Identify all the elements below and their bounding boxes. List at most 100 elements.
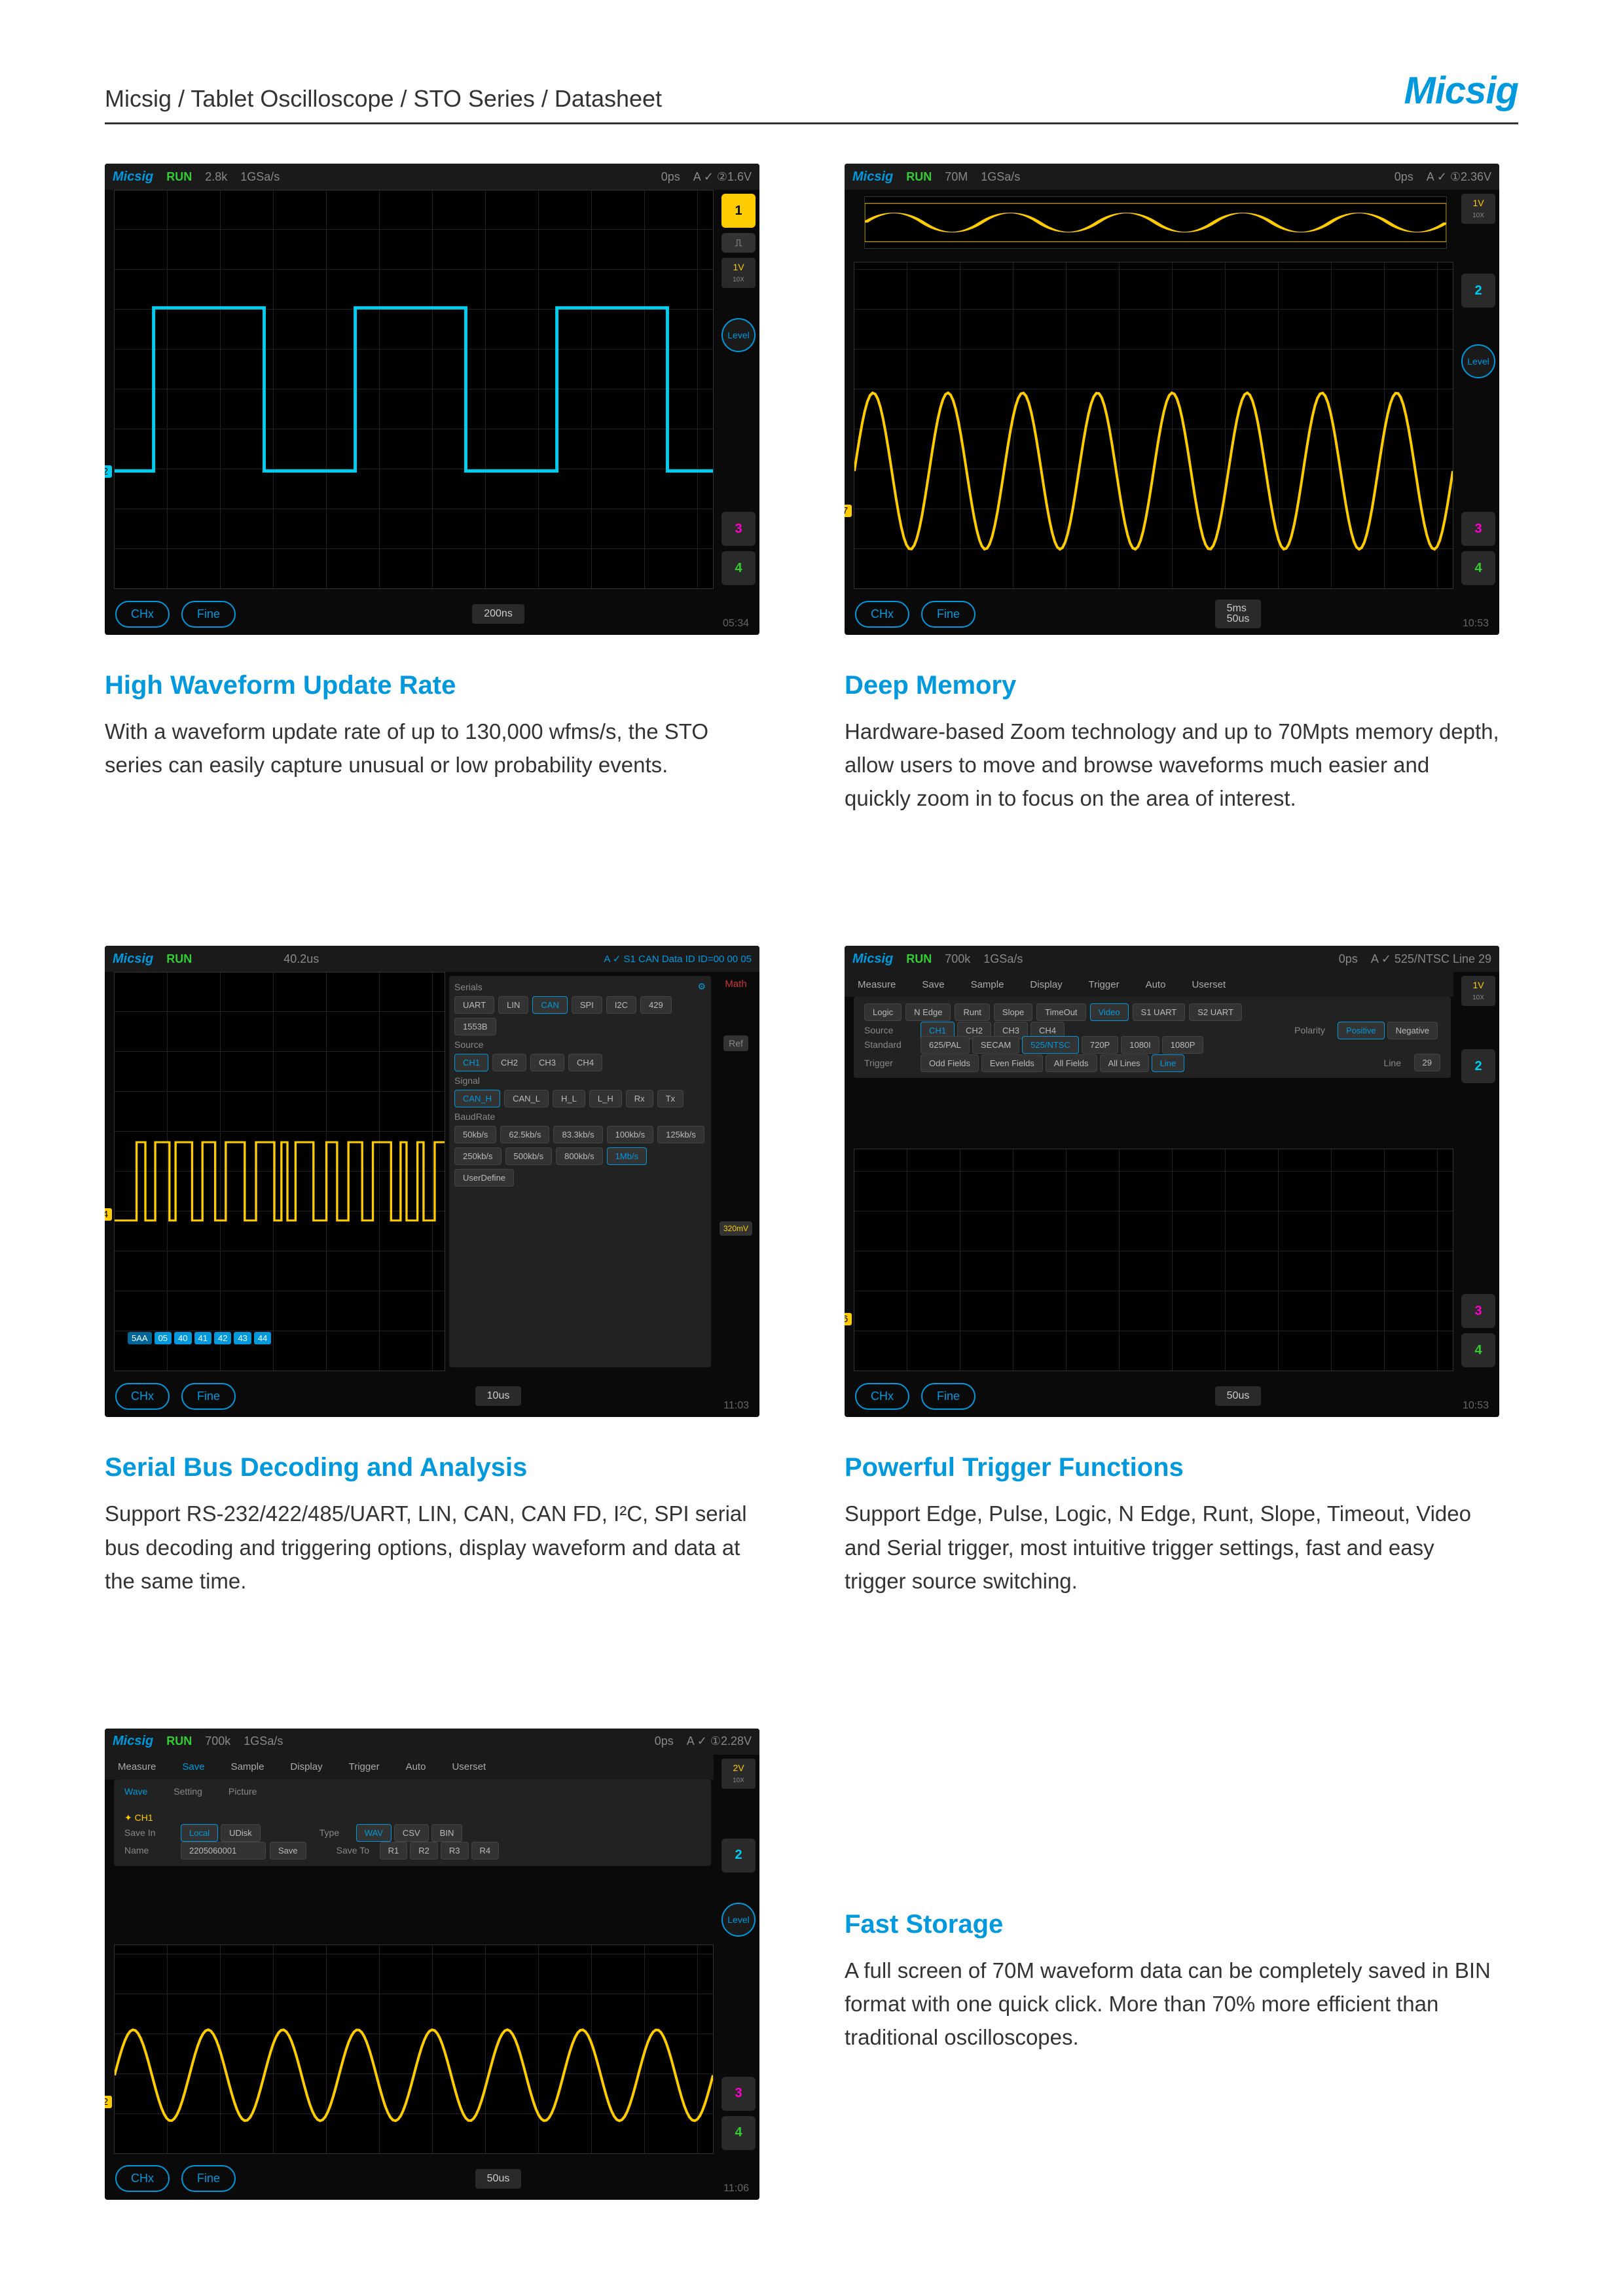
tab-sample[interactable]: Sample <box>231 1761 264 1772</box>
option-bin[interactable]: BIN <box>431 1824 463 1842</box>
subtab-picture[interactable]: Picture <box>228 1786 257 1797</box>
ch4-button[interactable]: 4 <box>1461 551 1495 585</box>
name-value[interactable]: 2205060001 <box>181 1842 266 1859</box>
option-line[interactable]: Line <box>1152 1054 1185 1072</box>
tab-save[interactable]: Save <box>922 979 944 990</box>
math-label[interactable]: Math <box>725 978 746 990</box>
option-r3[interactable]: R3 <box>441 1842 469 1859</box>
option-525-ntsc[interactable]: 525/NTSC <box>1022 1036 1079 1054</box>
option-all-fields[interactable]: All Fields <box>1046 1054 1097 1072</box>
option-r2[interactable]: R2 <box>410 1842 438 1859</box>
option-tx[interactable]: Tx <box>657 1090 684 1107</box>
option-800kb-s[interactable]: 800kb/s <box>556 1147 603 1165</box>
ch2-button[interactable]: 2 <box>721 1839 756 1873</box>
ref-label[interactable]: Ref <box>723 1035 748 1051</box>
option-100kb-s[interactable]: 100kb/s <box>607 1126 654 1143</box>
subtab-setting[interactable]: Setting <box>173 1786 202 1797</box>
option-lin[interactable]: LIN <box>498 996 528 1014</box>
tab-measure[interactable]: Measure <box>858 979 896 990</box>
tab-auto[interactable]: Auto <box>406 1761 426 1772</box>
option-runt[interactable]: Runt <box>955 1003 989 1021</box>
option-r1[interactable]: R1 <box>380 1842 408 1859</box>
timebase-label[interactable]: 10us <box>475 1386 522 1406</box>
fine-button[interactable]: Fine <box>921 601 976 628</box>
timebase-label[interactable]: 200ns <box>472 604 524 624</box>
option-h-l[interactable]: H_L <box>553 1090 585 1107</box>
ch3-button[interactable]: 3 <box>1461 1294 1495 1328</box>
option-62-5kb-s[interactable]: 62.5kb/s <box>500 1126 549 1143</box>
chx-button[interactable]: CHx <box>855 601 909 628</box>
tab-display[interactable]: Display <box>1030 979 1062 990</box>
option-s2-uart[interactable]: S2 UART <box>1189 1003 1242 1021</box>
ch2-button[interactable]: 2 <box>1461 274 1495 308</box>
chx-button[interactable]: CHx <box>115 1383 170 1410</box>
option-ch3[interactable]: CH3 <box>530 1054 564 1071</box>
option-ch4[interactable]: CH4 <box>568 1054 602 1071</box>
ch4-button[interactable]: 4 <box>721 2116 756 2150</box>
option-s1-uart[interactable]: S1 UART <box>1133 1003 1186 1021</box>
ch2-button[interactable]: 2 <box>1461 1049 1495 1083</box>
chx-button[interactable]: CHx <box>115 2165 170 2192</box>
option-uart[interactable]: UART <box>454 996 494 1014</box>
option-1553b[interactable]: 1553B <box>454 1018 496 1035</box>
level-button[interactable]: Level <box>721 1903 756 1937</box>
ch1-button[interactable]: 1 <box>721 194 756 228</box>
option-n-edge[interactable]: N Edge <box>905 1003 951 1021</box>
ch3-button[interactable]: 3 <box>721 512 756 546</box>
tab-save[interactable]: Save <box>182 1761 204 1772</box>
fine-button[interactable]: Fine <box>181 2165 236 2192</box>
option-video[interactable]: Video <box>1090 1003 1129 1021</box>
option-positive[interactable]: Positive <box>1338 1022 1385 1039</box>
ch4-button[interactable]: 4 <box>721 551 756 585</box>
option-625-pal[interactable]: 625/PAL <box>921 1036 970 1054</box>
option-rx[interactable]: Rx <box>626 1090 653 1107</box>
option-83-3kb-s[interactable]: 83.3kb/s <box>553 1126 602 1143</box>
option-can-h[interactable]: CAN_H <box>454 1090 500 1107</box>
option-50kb-s[interactable]: 50kb/s <box>454 1126 496 1143</box>
tab-trigger[interactable]: Trigger <box>1089 979 1120 990</box>
option-logic[interactable]: Logic <box>864 1003 902 1021</box>
chx-button[interactable]: CHx <box>115 601 170 628</box>
tab-sample[interactable]: Sample <box>971 979 1004 990</box>
option-all-lines[interactable]: All Lines <box>1100 1054 1149 1072</box>
tab-display[interactable]: Display <box>290 1761 322 1772</box>
timebase-label[interactable]: 50us <box>1215 1386 1262 1406</box>
tab-auto[interactable]: Auto <box>1146 979 1166 990</box>
ch3-button[interactable]: 3 <box>721 2077 756 2111</box>
save-button[interactable]: Save <box>270 1842 306 1859</box>
option-secam[interactable]: SECAM <box>972 1036 1019 1054</box>
ch4-button[interactable]: 4 <box>1461 1333 1495 1367</box>
fine-button[interactable]: Fine <box>921 1383 976 1410</box>
option-userdefine[interactable]: UserDefine <box>454 1169 514 1187</box>
option-1080i[interactable]: 1080I <box>1121 1036 1159 1054</box>
ch3-button[interactable]: 3 <box>1461 512 1495 546</box>
tab-trigger[interactable]: Trigger <box>349 1761 380 1772</box>
line-value[interactable]: 29 <box>1414 1054 1440 1071</box>
option-even-fields[interactable]: Even Fields <box>981 1054 1043 1072</box>
option-spi[interactable]: SPI <box>572 996 602 1014</box>
timebase-label[interactable]: 50us <box>475 2169 522 2189</box>
option-can[interactable]: CAN <box>532 996 567 1014</box>
subtab-wave[interactable]: Wave <box>124 1786 147 1797</box>
option-slope[interactable]: Slope <box>994 1003 1032 1021</box>
option-udisk[interactable]: UDisk <box>221 1824 261 1842</box>
option-wav[interactable]: WAV <box>356 1824 392 1842</box>
option-i2c[interactable]: I2C <box>606 996 636 1014</box>
option-l-h[interactable]: L_H <box>589 1090 622 1107</box>
level-button[interactable]: Level <box>1461 344 1495 378</box>
option-1080p[interactable]: 1080P <box>1162 1036 1204 1054</box>
level-button[interactable]: Level <box>721 318 756 352</box>
option-csv[interactable]: CSV <box>394 1824 429 1842</box>
option-negative[interactable]: Negative <box>1387 1022 1438 1039</box>
option-429[interactable]: 429 <box>640 996 672 1014</box>
option-local[interactable]: Local <box>181 1824 218 1842</box>
fine-button[interactable]: Fine <box>181 601 236 628</box>
fine-button[interactable]: Fine <box>181 1383 236 1410</box>
chx-button[interactable]: CHx <box>855 1383 909 1410</box>
tab-measure[interactable]: Measure <box>118 1761 156 1772</box>
option-250kb-s[interactable]: 250kb/s <box>454 1147 501 1165</box>
option-odd-fields[interactable]: Odd Fields <box>921 1054 979 1072</box>
option-125kb-s[interactable]: 125kb/s <box>657 1126 704 1143</box>
option-r4[interactable]: R4 <box>471 1842 500 1859</box>
tab-userset[interactable]: Userset <box>452 1761 486 1772</box>
